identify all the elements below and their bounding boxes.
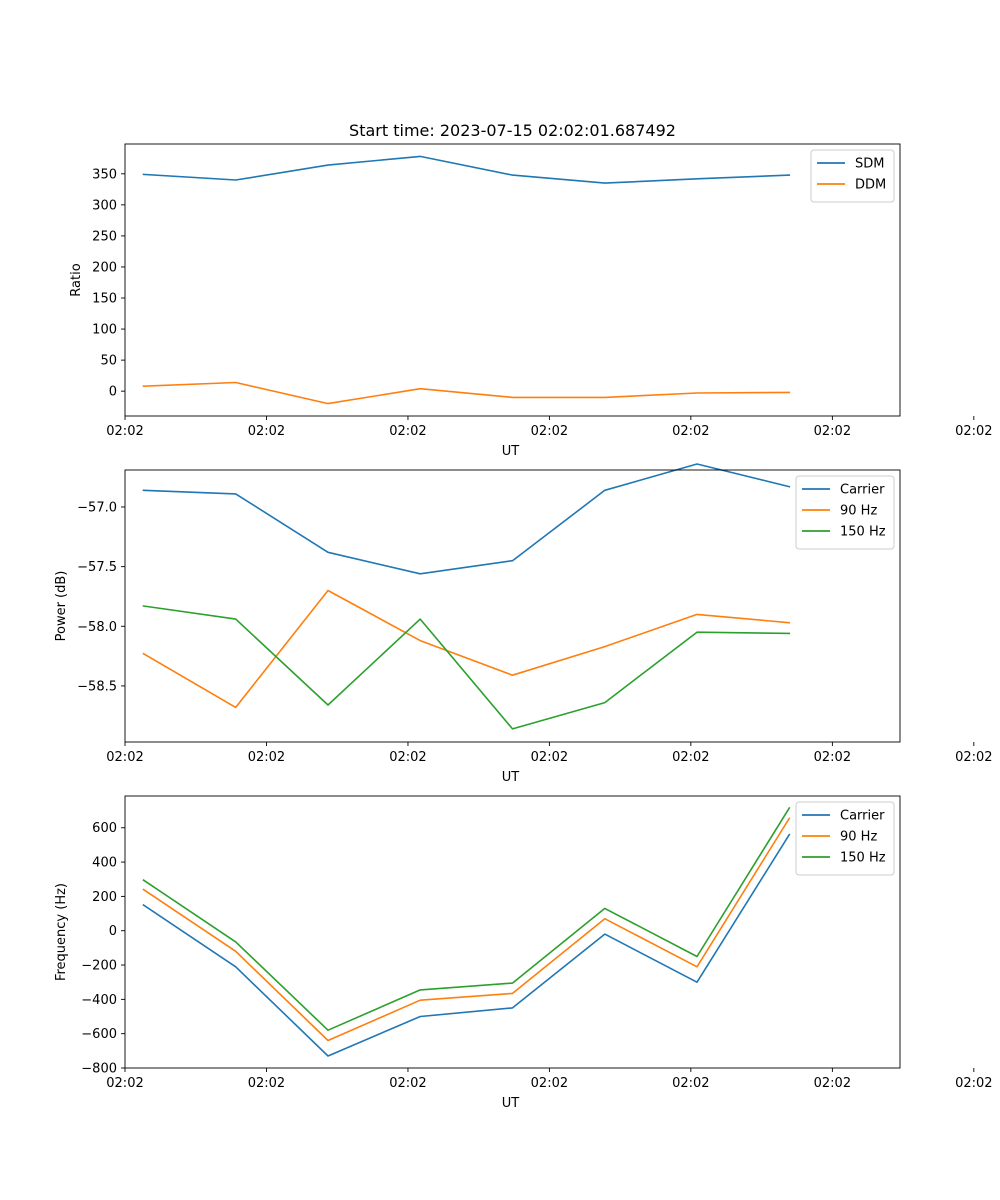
- y-tick-label: 250: [92, 229, 117, 244]
- chart-title: Start time: 2023-07-15 02:02:01.687492: [349, 121, 676, 140]
- legend: Carrier 90 Hz 150 Hz: [795, 475, 895, 550]
- x-axis-label: UT: [502, 444, 520, 459]
- legend-label: 90 Hz: [840, 504, 877, 519]
- legend-label: 150 Hz: [840, 851, 886, 866]
- x-tick-label: 02:02: [389, 1076, 426, 1091]
- series-line-90-hz: [142, 817, 791, 1042]
- x-axis-label: UT: [502, 770, 520, 785]
- y-tick-label: 300: [92, 198, 117, 213]
- x-tick-label: 02:02: [248, 424, 285, 439]
- y-tick-label: 100: [92, 323, 117, 338]
- axes-frame: [124, 143, 901, 417]
- x-axis-label: UT: [502, 1096, 520, 1111]
- x-tick-label: 02:02: [955, 424, 992, 439]
- panel-2: 02:02 02:02 02:02 02:02 02:02 02:02 02:02 −58.5…: [54, 463, 993, 785]
- y-axis-label: Power (dB): [54, 571, 69, 642]
- y-tick-label: 150: [92, 292, 117, 307]
- legend-label: Carrier: [840, 809, 885, 824]
- panel-3: 02:02 02:02 02:02 02:02 02:02 02:02 02:02−800−…: [54, 795, 993, 1111]
- legend-label: SDM: [855, 157, 884, 172]
- y-tick-label: −400: [81, 993, 117, 1008]
- y-tick-label: 400: [92, 856, 117, 871]
- legend-label: Carrier: [840, 483, 885, 498]
- y-tick-label: 350: [92, 167, 117, 182]
- legend-label: 90 Hz: [840, 830, 877, 845]
- y-axis-label: Ratio: [69, 263, 84, 296]
- x-tick-label: 02:02: [955, 1076, 992, 1091]
- y-tick-label: 0: [109, 385, 117, 400]
- y-tick-label: 600: [92, 821, 117, 836]
- y-tick-label: −58.0: [77, 620, 117, 635]
- y-tick-label: −200: [81, 959, 117, 974]
- y-tick-label: −57.5: [77, 560, 117, 575]
- y-tick-label: 50: [100, 354, 117, 369]
- x-tick-label: 02:02: [106, 750, 143, 765]
- y-tick-label: 0: [109, 924, 117, 939]
- x-tick-label: 02:02: [389, 750, 426, 765]
- axes-frame: [124, 469, 901, 743]
- x-tick-label: 02:02: [672, 1076, 709, 1091]
- series-line-sdm: [142, 155, 791, 184]
- x-tick-label: 02:02: [106, 1076, 143, 1091]
- x-tick-label: 02:02: [531, 424, 568, 439]
- x-tick-label: 02:02: [672, 424, 709, 439]
- y-tick-label: −600: [81, 1027, 117, 1042]
- series-line-carrier: [142, 463, 791, 575]
- axes-frame: [124, 795, 901, 1069]
- legend-label: 150 Hz: [840, 525, 886, 540]
- x-tick-label: 02:02: [672, 750, 709, 765]
- series-line-150-hz: [142, 806, 791, 1031]
- x-tick-label: 02:02: [814, 424, 851, 439]
- legend: SDM DDM: [810, 149, 895, 203]
- y-tick-label: −58.5: [77, 679, 117, 694]
- series-line-carrier: [142, 833, 791, 1057]
- x-tick-label: 02:02: [814, 1076, 851, 1091]
- y-tick-label: 200: [92, 890, 117, 905]
- x-tick-label: 02:02: [389, 424, 426, 439]
- y-tick-label: −57.0: [77, 500, 117, 515]
- x-tick-label: 02:02: [531, 1076, 568, 1091]
- x-tick-label: 02:02: [106, 424, 143, 439]
- y-tick-label: 200: [92, 260, 117, 275]
- series-line-ddm: [142, 381, 791, 405]
- y-tick-label: −800: [81, 1062, 117, 1077]
- x-tick-label: 02:02: [248, 750, 285, 765]
- x-tick-label: 02:02: [531, 750, 568, 765]
- legend: Carrier 90 Hz 150 Hz: [795, 801, 895, 876]
- y-axis-label: Frequency (Hz): [54, 883, 69, 981]
- x-tick-label: 02:02: [955, 750, 992, 765]
- series-line-150-hz: [142, 605, 791, 730]
- x-tick-label: 02:02: [814, 750, 851, 765]
- panel-1: Start time: 2023-07-15 02:02:01.68749202…: [69, 121, 993, 459]
- legend-label: DDM: [855, 178, 886, 193]
- x-tick-label: 02:02: [248, 1076, 285, 1091]
- series-line-90-hz: [142, 589, 791, 709]
